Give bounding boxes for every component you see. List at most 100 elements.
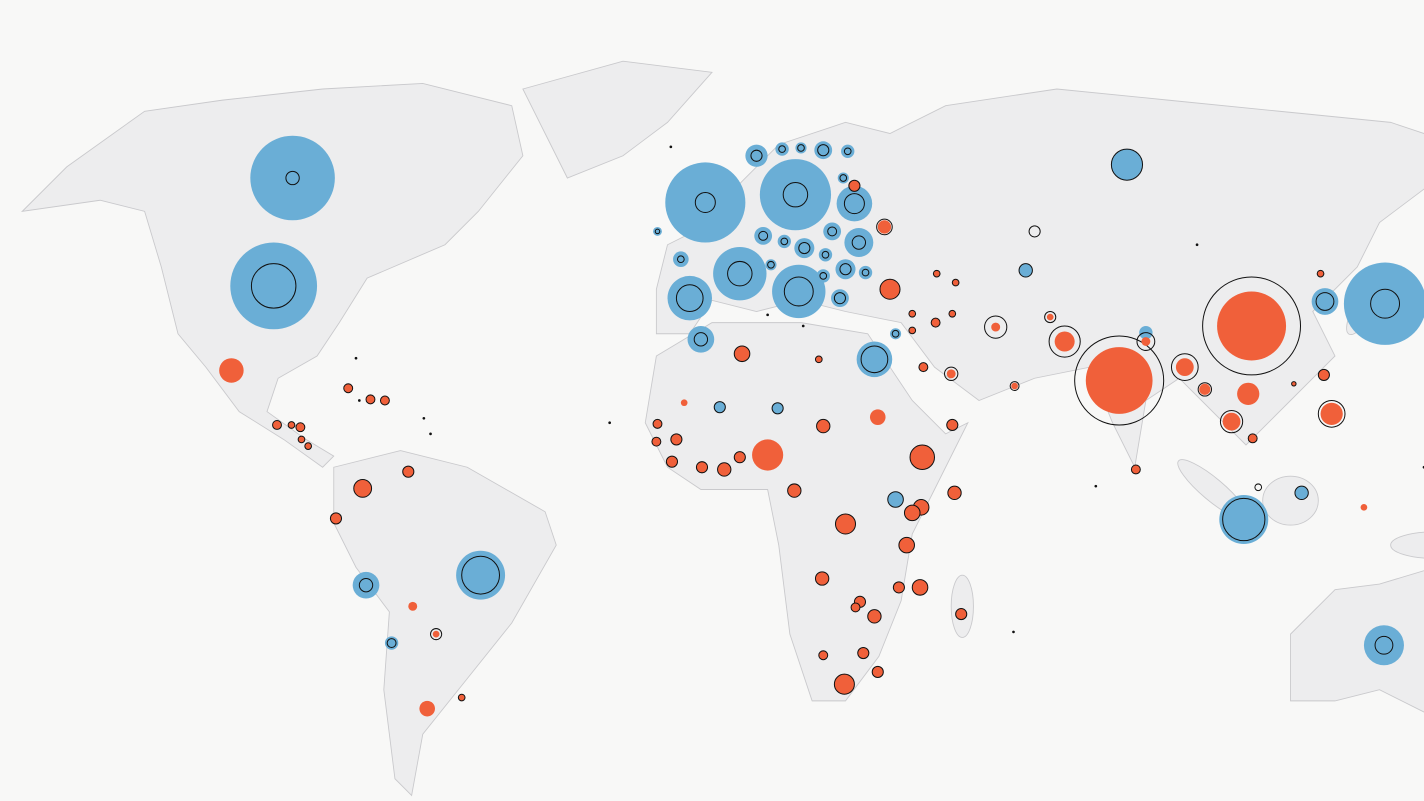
bubble [1019,263,1033,278]
bubble-ring [297,435,306,444]
bubble [841,144,855,158]
bubble [219,358,244,383]
bubble [419,700,435,717]
bubble-ring [879,278,901,300]
bubble-ring [984,315,1008,339]
bubble [1320,402,1343,425]
bubble [872,666,884,678]
bubble [835,259,856,280]
bubble-ring [386,638,397,648]
bubble-ring [358,577,374,593]
bubble [946,419,958,431]
bubble [432,630,440,638]
bubble [815,356,823,363]
bubble-ring [834,513,857,535]
bubble [408,601,418,611]
bubble [1222,412,1241,431]
bubble-ring [782,181,809,208]
small-dot [766,313,769,317]
small-dot [1195,243,1199,247]
bubble-ring [955,608,968,621]
bubble-ring [675,284,704,313]
bubble-ring [783,276,814,307]
bubble-ring [848,179,861,192]
bubble-ring [272,420,282,430]
bubble [1011,382,1018,390]
bubble [734,345,750,362]
bubble [946,369,956,379]
bubble [666,456,678,468]
bubble-ring [1315,292,1335,311]
bubble [250,135,335,221]
bubble-ring [816,418,831,434]
bubble [1219,495,1269,545]
bubble [298,436,305,443]
bubble-ring [677,255,685,264]
bubble-ring [717,462,732,477]
bubble [765,259,777,271]
bubble-ring [250,263,297,309]
bubble [857,647,869,659]
bubble-ring [1074,335,1165,426]
bubble-ring [850,602,861,613]
bubble [1248,433,1258,443]
bubble-ring [727,260,753,287]
bubble-ring [1291,381,1297,387]
bubble-ring [843,147,852,156]
bubble-ring [843,193,865,215]
bubble [898,537,915,553]
bubble [775,142,789,156]
bubble-ring [903,504,921,522]
bubble-ring [827,226,838,237]
bubble-ring [771,402,784,415]
bubble [795,142,807,154]
bubble-ring [909,444,936,470]
bubble-ring [930,317,941,328]
bubble-ring [947,485,962,501]
bubble-ring [287,421,296,429]
bubble [752,439,784,471]
bubble-ring [654,228,661,235]
bubble [815,571,829,586]
bubble-ring [814,355,823,364]
small-dot [1094,484,1098,488]
bubble [717,462,731,477]
bubble-ring [944,366,959,381]
bubble [1237,382,1260,405]
bubble [816,269,830,283]
bubble-ring [1197,382,1213,397]
bubble-ring [867,609,882,624]
bubble-ring [839,263,852,276]
bubble [1360,503,1368,511]
bubble [1085,347,1153,414]
bubble [1317,270,1324,278]
bubble-ring [733,451,746,464]
bubble-ring [1294,485,1309,501]
small-dot [801,324,805,328]
bubble [1363,625,1404,666]
bubble-ring [1254,483,1263,492]
new-guinea [1390,531,1424,559]
bubble [836,185,873,222]
bubble [772,264,826,319]
bubble [1199,383,1211,395]
bubble-ring [1374,635,1394,655]
bubble [867,609,882,623]
bubble-ring [908,326,917,335]
bubble-ring [733,345,751,363]
bubble [295,422,305,432]
bubble-ring [817,144,830,157]
madagascar [950,574,974,638]
bubble-ring [1048,325,1081,358]
small-dot [608,421,611,425]
bubble [952,279,959,286]
bubble [816,419,830,433]
bubble-ring [1044,310,1057,324]
bubble [304,442,312,450]
bubble-ring [839,174,848,182]
bubble [908,327,916,334]
bubble [908,310,916,318]
bubble [893,581,905,593]
bubble [366,394,375,404]
bubble [759,159,832,231]
